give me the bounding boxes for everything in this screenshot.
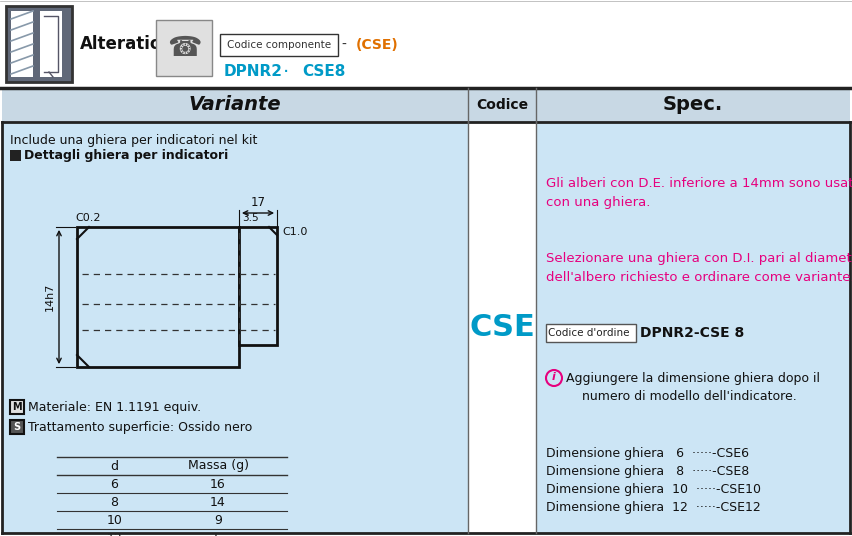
Text: DPNR2: DPNR2 xyxy=(224,64,283,79)
Text: dF7: dF7 xyxy=(253,276,263,296)
Bar xyxy=(536,122,850,533)
Text: Codice componente: Codice componente xyxy=(227,40,331,50)
Bar xyxy=(11,11,33,77)
Bar xyxy=(0,0,852,88)
Text: 12: 12 xyxy=(106,532,123,536)
Bar xyxy=(546,324,636,342)
Text: Alterations: Alterations xyxy=(80,35,184,53)
Text: CSE: CSE xyxy=(469,313,535,342)
Bar xyxy=(2,88,468,122)
Text: (CSE): (CSE) xyxy=(356,38,399,52)
Text: 6: 6 xyxy=(111,478,118,490)
Text: 16: 16 xyxy=(210,478,226,490)
Bar xyxy=(239,227,277,345)
Text: DPNR2-CSE 8: DPNR2-CSE 8 xyxy=(640,326,745,340)
Bar xyxy=(6,6,72,82)
Text: Trattamento superficie: Ossido nero: Trattamento superficie: Ossido nero xyxy=(28,421,252,434)
Text: 3.5: 3.5 xyxy=(242,213,259,223)
Text: Codice d'ordine: Codice d'ordine xyxy=(548,328,630,338)
Text: C1.0: C1.0 xyxy=(282,227,308,237)
Text: Variante: Variante xyxy=(188,95,281,115)
Text: Include una ghiera per indicatori nel kit: Include una ghiera per indicatori nel ki… xyxy=(10,134,257,147)
Bar xyxy=(77,227,239,367)
Bar xyxy=(468,122,536,533)
Bar xyxy=(536,88,850,122)
Text: ☎: ☎ xyxy=(167,34,201,62)
Text: ·: · xyxy=(283,63,289,81)
Text: -: - xyxy=(342,38,347,52)
Text: Codice: Codice xyxy=(476,98,528,112)
Text: i: i xyxy=(552,372,556,382)
Text: 2-C0.2: 2-C0.2 xyxy=(92,248,126,276)
Text: Materiale: EN 1.1191 equiv.: Materiale: EN 1.1191 equiv. xyxy=(28,400,201,413)
Text: 8: 8 xyxy=(111,495,118,509)
Text: 10: 10 xyxy=(106,513,123,526)
Bar xyxy=(2,122,468,533)
Text: 14h7: 14h7 xyxy=(45,283,55,311)
Text: M: M xyxy=(12,402,22,412)
Text: Gli alberi con D.E. inferiore a 14mm sono usati
con una ghiera.: Gli alberi con D.E. inferiore a 14mm son… xyxy=(546,177,852,209)
Text: CSE8: CSE8 xyxy=(302,64,345,79)
Text: Spec.: Spec. xyxy=(663,95,723,115)
Text: Ø4.2: Ø4.2 xyxy=(179,252,205,262)
Text: 14: 14 xyxy=(210,495,226,509)
Text: Dimensione ghiera  12  ·····-CSE12: Dimensione ghiera 12 ·····-CSE12 xyxy=(546,501,761,514)
Text: Massa (g): Massa (g) xyxy=(187,459,249,473)
Text: S: S xyxy=(14,422,20,432)
Bar xyxy=(10,150,21,161)
Bar xyxy=(156,20,212,76)
Text: 5: 5 xyxy=(214,532,222,536)
Text: C0.2: C0.2 xyxy=(75,213,101,223)
Text: d: d xyxy=(111,459,118,473)
Text: Dimensione ghiera   8  ·····-CSE8: Dimensione ghiera 8 ·····-CSE8 xyxy=(546,465,749,478)
Text: 17: 17 xyxy=(250,196,266,209)
Bar xyxy=(10,420,24,434)
Text: Dettagli ghiera per indicatori: Dettagli ghiera per indicatori xyxy=(24,148,228,161)
Bar xyxy=(468,88,536,122)
Bar xyxy=(40,11,62,77)
Text: Dimensione ghiera  10  ·····-CSE10: Dimensione ghiera 10 ·····-CSE10 xyxy=(546,483,761,496)
Bar xyxy=(220,34,338,56)
Text: 9: 9 xyxy=(214,513,222,526)
Text: Aggiungere la dimensione ghiera dopo il
    numero di modello dell'indicatore.: Aggiungere la dimensione ghiera dopo il … xyxy=(566,372,820,403)
Bar xyxy=(10,400,24,414)
Text: Dimensione ghiera   6  ·····-CSE6: Dimensione ghiera 6 ·····-CSE6 xyxy=(546,447,749,460)
Text: Selezionare una ghiera con D.I. pari al diametro
dell'albero richiesto e ordinar: Selezionare una ghiera con D.I. pari al … xyxy=(546,252,852,284)
